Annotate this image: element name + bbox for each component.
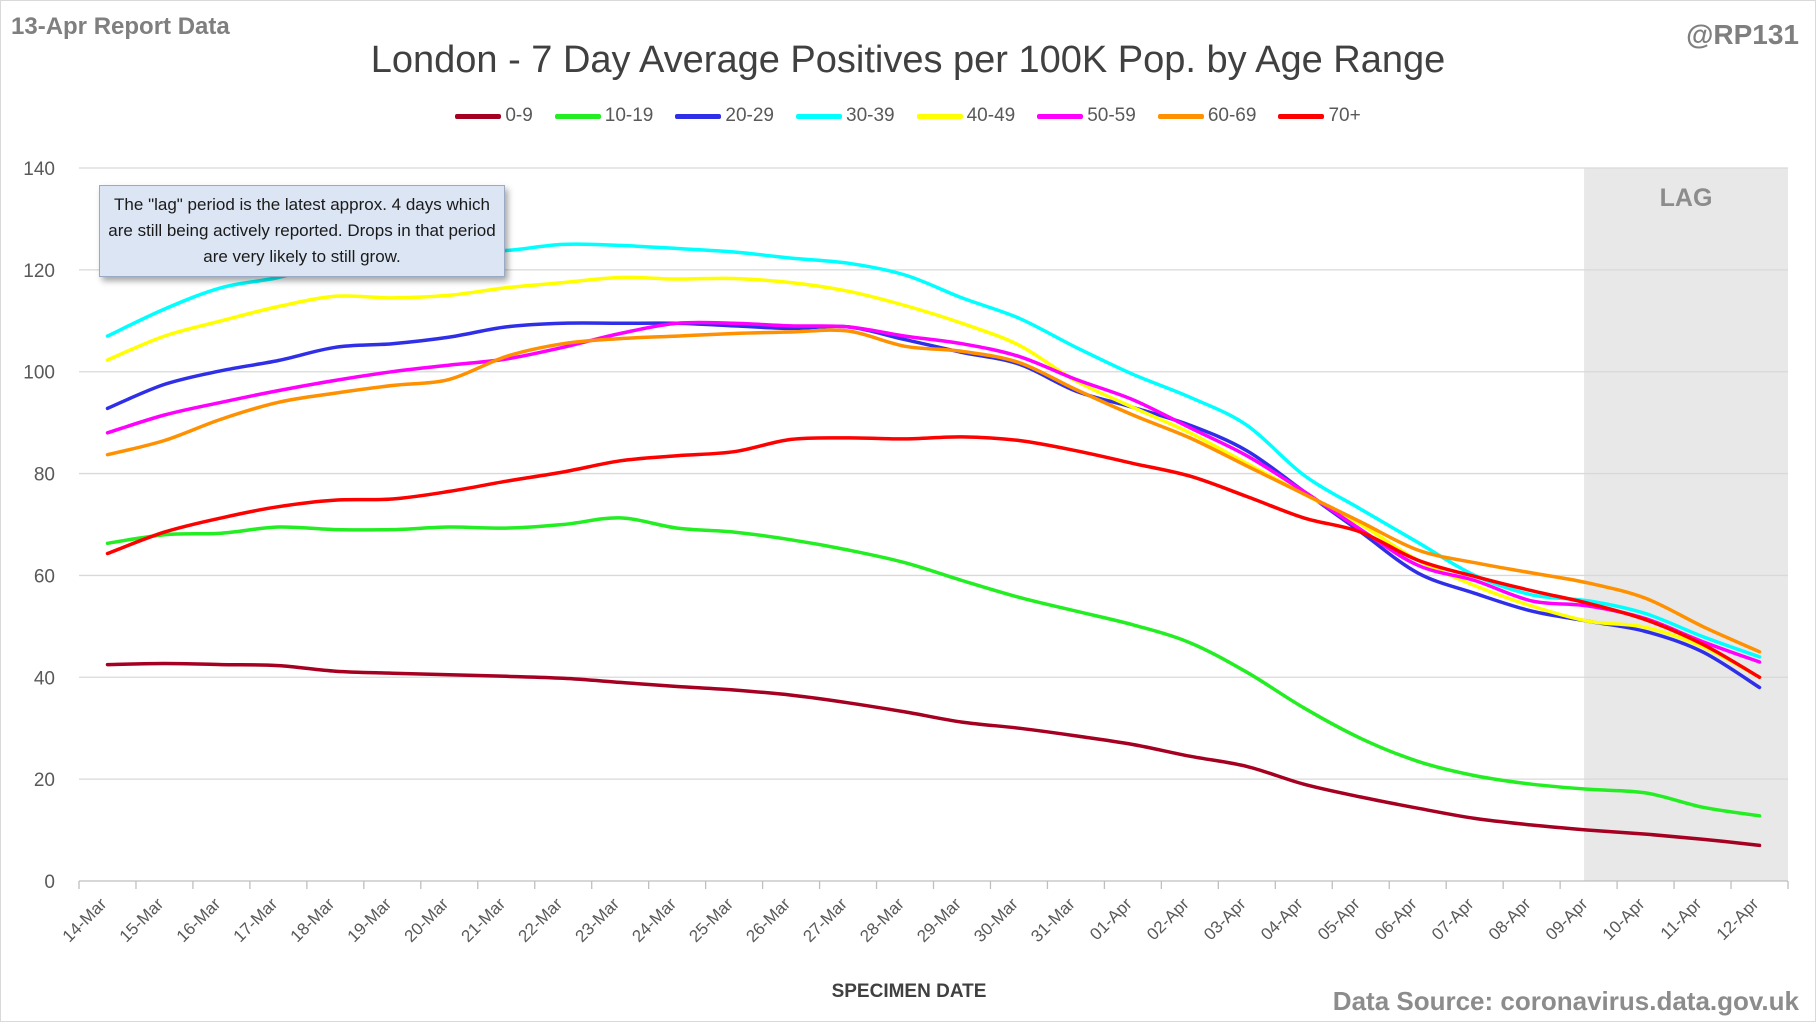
legend-item: 40-49 [916, 105, 1016, 127]
x-tick-label: 17-Mar [230, 894, 282, 946]
x-tick-label: 08-Apr [1485, 894, 1535, 944]
legend-swatch [916, 113, 963, 119]
x-tick-label: 25-Mar [685, 894, 737, 946]
x-tick-label: 12-Apr [1713, 894, 1763, 944]
series-line-50-59 [105, 320, 1762, 664]
legend-label: 70+ [1328, 105, 1361, 126]
x-tick-label: 09-Apr [1542, 894, 1592, 944]
legend-item: 70+ [1278, 105, 1361, 127]
x-tick-label: 10-Apr [1599, 894, 1649, 944]
x-tick-label: 22-Mar [515, 894, 567, 946]
legend-label: 30-39 [846, 105, 895, 126]
legend-item: 20-29 [675, 105, 774, 127]
x-tick-label: 30-Mar [970, 894, 1022, 946]
legend-item: 0-9 [455, 105, 533, 127]
x-tick-label: 21-Mar [458, 894, 510, 946]
x-tick-label: 26-Mar [742, 894, 794, 946]
legend-item: 10-19 [554, 105, 654, 127]
x-tick-label: 19-Mar [344, 894, 396, 946]
chart-title: London - 7 Day Average Positives per 100… [370, 39, 1446, 81]
legend-swatch [554, 113, 601, 119]
legend-label: 20-29 [725, 105, 774, 126]
legend-label: 60-69 [1207, 105, 1257, 126]
x-tick-label: 20-Mar [401, 894, 453, 946]
x-tick-label: 14-Mar [59, 894, 111, 946]
lag-region [1584, 168, 1788, 881]
x-tick-label: 06-Apr [1371, 894, 1421, 944]
legend-label: 10-19 [604, 105, 654, 126]
x-tick-label: 27-Mar [799, 894, 851, 946]
y-tick-label: 80 [34, 465, 55, 486]
legend-swatch [1157, 113, 1204, 119]
y-tick-label: 20 [34, 770, 55, 791]
y-tick-label: 100 [23, 363, 55, 384]
report-date-label: 13-Apr Report Data [11, 13, 230, 40]
x-tick-label: 07-Apr [1428, 894, 1478, 944]
series-line-0-9 [105, 661, 1762, 848]
legend-item: 60-69 [1157, 105, 1257, 127]
x-tick-label: 05-Apr [1314, 894, 1364, 944]
x-tick-label: 24-Mar [628, 894, 680, 946]
y-tick-label: 60 [34, 566, 55, 587]
y-tick-label: 40 [34, 668, 55, 689]
y-tick-label: 120 [23, 261, 55, 282]
x-tick-label: 29-Mar [913, 894, 965, 946]
data-source-label: Data Source: coronavirus.data.gov.uk [1332, 986, 1799, 1016]
legend-swatch [455, 113, 502, 119]
legend-label: 0-9 [505, 105, 533, 126]
legend-swatch [1037, 113, 1084, 119]
x-tick-label: 02-Apr [1143, 894, 1193, 944]
x-tick-label: 11-Apr [1657, 894, 1706, 943]
legend-item: 50-59 [1037, 105, 1136, 127]
series-line-60-69 [105, 328, 1762, 654]
x-tick-label: 04-Apr [1257, 894, 1307, 944]
legend-swatch [675, 113, 722, 119]
legend-label: 50-59 [1087, 105, 1136, 126]
author-handle: @RP131 [1686, 19, 1799, 50]
x-tick-label: 23-Mar [571, 894, 623, 946]
series-line-70plus [105, 435, 1762, 680]
lag-label: LAG [1660, 184, 1713, 212]
y-tick-label: 140 [23, 159, 55, 180]
chart-legend: 0-9 10-19 20-29 30-39 40-49 50-59 60-69 70+ [1, 105, 1815, 127]
x-tick-label: 18-Mar [287, 894, 339, 946]
x-tick-label: 28-Mar [856, 894, 908, 946]
series-line-40-49 [105, 275, 1762, 680]
x-tick-label: 15-Mar [116, 894, 168, 946]
legend-label: 40-49 [966, 105, 1016, 126]
x-tick-label: 16-Mar [173, 894, 225, 946]
y-tick-label: 0 [44, 872, 55, 893]
series-line-10-19 [105, 516, 1762, 818]
legend-swatch [1278, 113, 1325, 119]
x-tick-label: 01-Apr [1086, 894, 1136, 944]
x-axis-title: SPECIMEN DATE [831, 981, 987, 1002]
legend-swatch [796, 113, 842, 119]
x-tick-label: 03-Apr [1200, 894, 1250, 944]
legend-item: 30-39 [796, 105, 895, 127]
lag-explanation-note: The "lag" period is the latest approx. 4… [99, 185, 505, 277]
x-tick-label: 31-Mar [1027, 894, 1079, 946]
